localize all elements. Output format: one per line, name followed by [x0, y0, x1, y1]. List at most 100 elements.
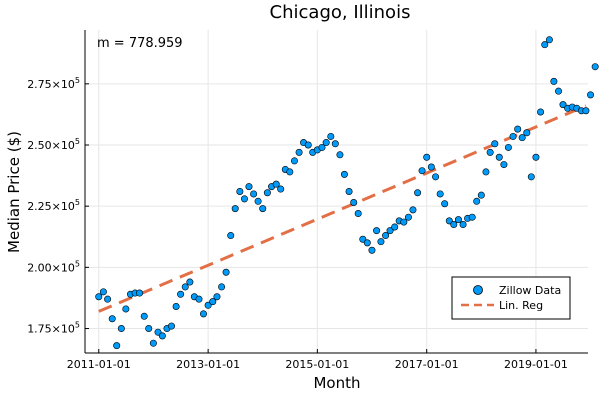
data-point: [509, 132, 517, 140]
data-point: [432, 173, 440, 181]
chart-title: Chicago, Illinois: [270, 2, 411, 23]
data-point: [218, 283, 226, 291]
data-point: [591, 63, 599, 71]
x-axis-label: Month: [313, 374, 360, 392]
data-points: [95, 36, 599, 350]
data-point: [373, 227, 381, 235]
data-point: [149, 339, 157, 347]
data-point: [500, 161, 508, 169]
data-point: [222, 268, 230, 276]
data-point: [514, 125, 522, 133]
x-axis-ticks: 2011-01-01 2013-01-01 2015-01-01 2017-01-01…: [67, 349, 568, 371]
data-point: [441, 200, 449, 208]
data-point: [550, 77, 558, 85]
data-point: [414, 189, 422, 197]
data-point: [213, 293, 221, 301]
data-point: [382, 232, 390, 240]
data-point: [158, 332, 166, 340]
data-point: [231, 205, 239, 213]
data-point: [454, 216, 462, 224]
data-point: [136, 289, 144, 297]
data-point: [209, 298, 217, 306]
data-point: [259, 205, 267, 213]
data-point: [177, 290, 185, 298]
data-point: [108, 315, 116, 323]
data-point: [409, 206, 417, 214]
data-point: [450, 221, 458, 229]
data-point: [523, 129, 531, 137]
data-point: [181, 283, 189, 291]
data-point: [290, 157, 298, 165]
data-point: [322, 139, 330, 147]
data-point: [473, 197, 481, 205]
legend-marker-zillow: [473, 285, 483, 295]
data-point: [527, 173, 535, 181]
y-tick-label: 2.75×105: [27, 76, 80, 91]
data-point: [423, 153, 431, 161]
data-point: [172, 303, 180, 311]
y-tick-label: 2.50×105: [27, 137, 80, 152]
data-point: [537, 108, 545, 116]
data-point: [340, 170, 348, 178]
data-point: [336, 151, 344, 159]
data-point: [532, 153, 540, 161]
data-point: [145, 325, 153, 333]
data-point: [582, 107, 590, 115]
data-point: [400, 218, 408, 226]
data-point: [559, 101, 567, 109]
y-axis-ticks: 1.75×105 2.00×105 2.25×105 2.50×105 2.75×105: [27, 76, 89, 336]
data-point: [95, 293, 103, 301]
legend: Zillow Data Lin. Reg: [451, 276, 571, 320]
x-tick-label: 2019-01-01: [504, 358, 568, 371]
data-point: [272, 180, 280, 188]
data-point: [587, 91, 595, 99]
x-tick-label: 2011-01-01: [67, 358, 131, 371]
data-point: [250, 190, 258, 198]
data-point: [354, 210, 362, 218]
data-point: [99, 288, 107, 296]
data-point: [236, 188, 244, 196]
data-point: [167, 322, 175, 330]
y-tick-label: 2.25×105: [27, 198, 80, 213]
data-point: [377, 238, 385, 246]
data-point: [304, 141, 312, 149]
data-point: [436, 190, 444, 198]
regression-line-group: [98, 104, 587, 313]
data-point: [518, 134, 526, 142]
data-point: [186, 278, 194, 286]
data-point: [104, 295, 112, 303]
data-point: [504, 143, 512, 151]
regression-line: [98, 104, 587, 313]
data-point: [122, 305, 130, 313]
data-point: [318, 143, 326, 151]
data-point: [495, 153, 503, 161]
data-point: [327, 132, 335, 140]
data-point: [468, 213, 476, 221]
data-point: [277, 185, 285, 193]
data-point: [545, 36, 553, 44]
legend-box: [451, 276, 571, 320]
data-point: [295, 148, 303, 156]
data-point: [140, 312, 148, 320]
y-tick-label: 1.75×105: [27, 321, 80, 336]
data-point: [263, 189, 271, 197]
data-point: [199, 310, 207, 318]
y-axis-label: Median Price ($): [5, 131, 23, 253]
y-tick-label: 2.00×105: [27, 259, 80, 274]
data-point: [117, 325, 125, 333]
data-point: [286, 168, 294, 176]
data-point: [482, 168, 490, 176]
data-point: [227, 232, 235, 240]
slope-annotation: m = 778.959: [97, 36, 183, 51]
data-point: [404, 213, 412, 221]
data-point: [113, 342, 121, 350]
data-point: [477, 191, 485, 199]
data-point: [254, 197, 262, 205]
data-point: [345, 188, 353, 196]
data-point: [240, 195, 248, 203]
data-point: [427, 163, 435, 171]
data-point: [386, 227, 394, 235]
data-point: [204, 301, 212, 309]
data-point: [459, 221, 467, 229]
